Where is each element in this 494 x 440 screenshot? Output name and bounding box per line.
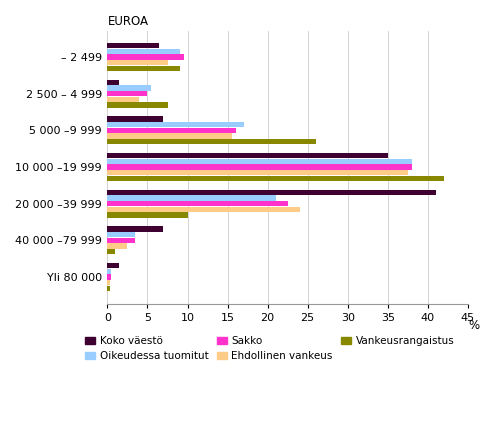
Bar	[107, 176, 444, 181]
Bar	[107, 66, 179, 71]
Bar	[107, 122, 244, 127]
Bar	[107, 201, 288, 206]
Bar	[107, 80, 120, 85]
Bar	[107, 116, 164, 121]
Bar	[107, 213, 188, 218]
Bar	[107, 139, 316, 144]
Text: %: %	[468, 319, 479, 331]
Bar	[107, 275, 112, 280]
Bar	[107, 243, 127, 249]
Legend: Koko väestö, Oikeudessa tuomitut, Sakko, Ehdollinen vankeus, Vankeusrangaistus: Koko väestö, Oikeudessa tuomitut, Sakko,…	[85, 336, 454, 361]
Bar	[107, 232, 135, 237]
Bar	[107, 263, 120, 268]
Bar	[107, 190, 436, 195]
Bar	[107, 85, 152, 91]
Bar	[107, 54, 184, 59]
Bar	[107, 238, 135, 243]
Bar	[107, 249, 116, 254]
Bar	[107, 153, 388, 158]
Bar	[107, 103, 167, 108]
Bar	[107, 133, 232, 139]
Bar	[107, 159, 412, 164]
Bar	[107, 49, 179, 54]
Text: EUROA: EUROA	[107, 15, 148, 28]
Bar	[107, 128, 236, 133]
Bar	[107, 97, 139, 102]
Bar	[107, 269, 112, 274]
Bar	[107, 280, 110, 286]
Bar	[107, 170, 408, 175]
Bar	[107, 43, 160, 48]
Bar	[107, 207, 300, 212]
Bar	[107, 60, 167, 65]
Bar	[107, 286, 110, 291]
Bar	[107, 195, 276, 201]
Bar	[107, 91, 148, 96]
Bar	[107, 227, 164, 231]
Bar	[107, 165, 412, 170]
